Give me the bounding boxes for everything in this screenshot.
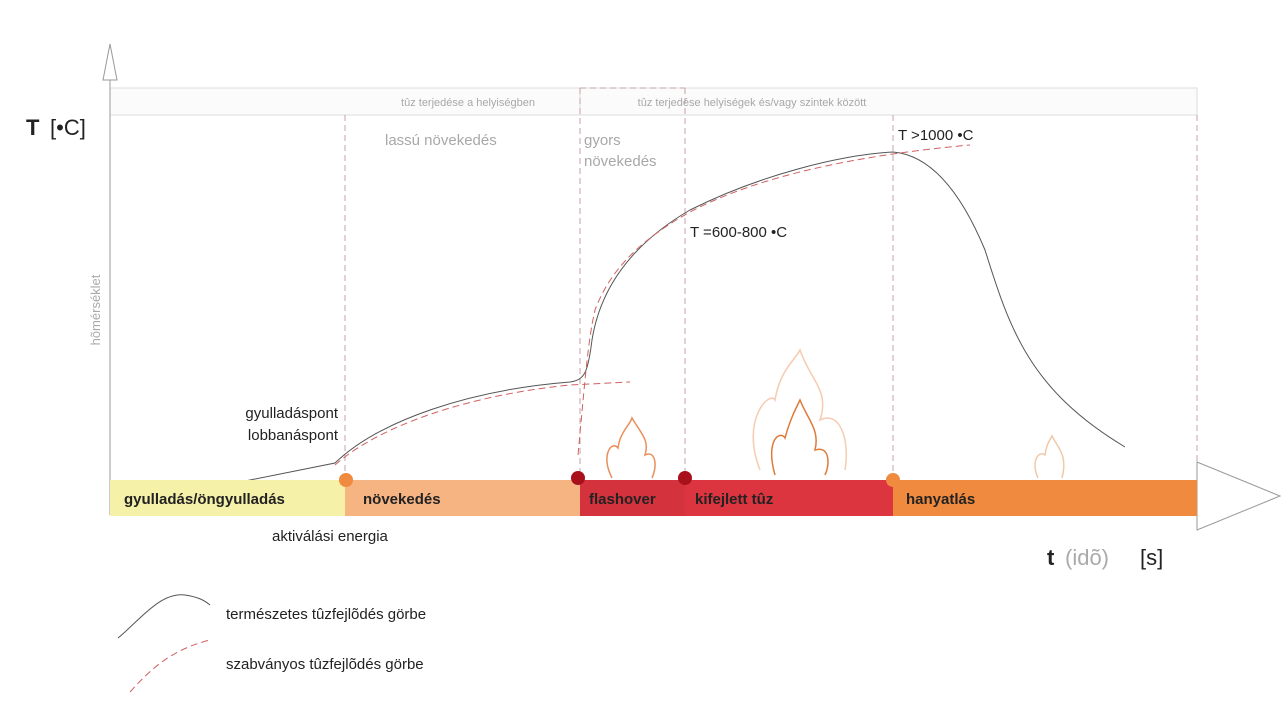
legend-label: természetes tûzfejlõdés görbe [226, 606, 426, 623]
flames [607, 350, 1064, 478]
phase-label: növekedés [363, 491, 441, 508]
transition-dot [678, 471, 692, 485]
flame [1035, 436, 1064, 478]
y-symbol: T [26, 115, 40, 140]
legend: természetes tûzfejlõdés görbe szabványos… [118, 595, 426, 692]
x-arrow [1197, 462, 1280, 530]
phase-label: hanyatlás [906, 491, 975, 508]
transition-dot [339, 473, 353, 487]
transition-dot [886, 473, 900, 487]
transition-dot [571, 471, 585, 485]
x-unit: [s] [1140, 545, 1163, 570]
note-activation: aktiválási energia [272, 528, 389, 545]
x-symbol: t [1047, 545, 1055, 570]
y-unit: [•C] [50, 115, 86, 140]
flame [772, 400, 828, 475]
phase-label: flashover [589, 491, 656, 508]
note-ignition: gyulladáspont [245, 405, 338, 422]
standard-curve [335, 145, 970, 465]
phase-label: gyulladás/öngyulladás [124, 491, 285, 508]
y-name: hõmérséklet [88, 274, 103, 345]
phase-bar: gyulladás/öngyulladás növekedés flashove… [110, 480, 1197, 516]
note-temp: T >1000 •C [898, 127, 974, 144]
header-left: tûz terjedése a helyiségben [401, 97, 535, 109]
legend-label: szabványos tûzfejlõdés görbe [226, 656, 424, 673]
note-slow: lassú növekedés [385, 132, 497, 149]
note-fast: gyors [584, 132, 621, 149]
legend-standard [130, 640, 210, 692]
note-temp: T =600-800 •C [690, 224, 787, 241]
natural-curve [110, 152, 1125, 508]
fire-diagram: tûz terjedése a helyiségben tûz terjedés… [0, 0, 1288, 708]
note-fast: növekedés [584, 153, 657, 170]
header-right: tûz terjedése helyiségek és/vagy szintek… [638, 97, 867, 109]
page: tûz terjedése a helyiségben tûz terjedés… [0, 0, 1288, 708]
flame [753, 350, 846, 470]
note-ignition: lobbanáspont [248, 427, 339, 444]
flame [607, 418, 655, 478]
phase-label: kifejlett tûz [695, 491, 773, 508]
y-arrow [103, 44, 117, 80]
legend-natural [118, 595, 210, 638]
x-name: (idõ) [1065, 545, 1109, 570]
